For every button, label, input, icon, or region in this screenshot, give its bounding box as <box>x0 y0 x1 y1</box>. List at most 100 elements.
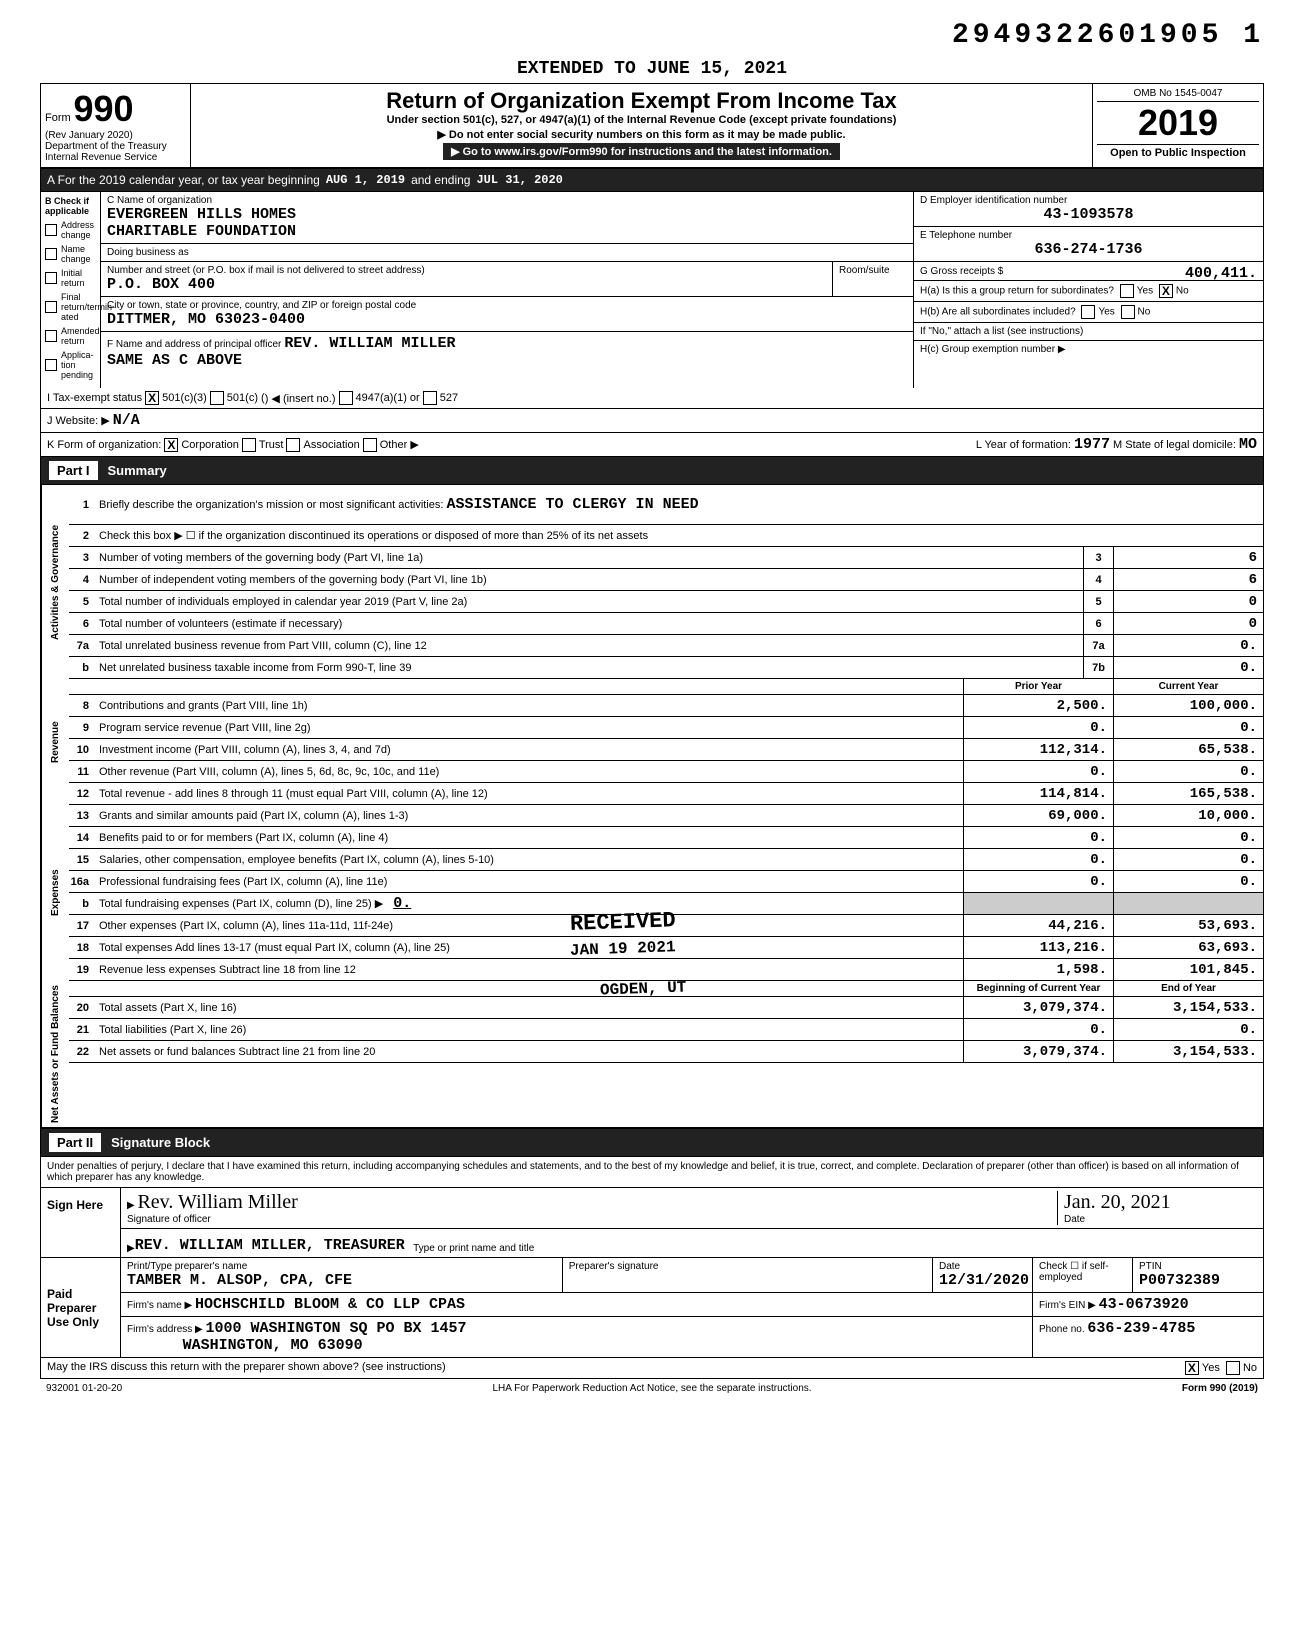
begin-date: AUG 1, 2019 <box>320 173 411 187</box>
dba-label: Doing business as <box>101 244 913 262</box>
discuss-no[interactable] <box>1226 1361 1240 1375</box>
document-id: 2949322601905 1 <box>40 20 1264 51</box>
i-label: I Tax-exempt status <box>47 392 142 404</box>
chk-501c3[interactable]: X <box>145 391 159 405</box>
date-label: Date <box>1064 1214 1085 1225</box>
line1-label: Briefly describe the organization's miss… <box>99 499 443 511</box>
street-label: Number and street (or P.O. box if mail i… <box>107 265 826 276</box>
side-gov: Activities & Governance <box>41 485 69 679</box>
firm-addr2: WASHINGTON, MO 63090 <box>183 1337 363 1354</box>
sum-row: 7aTotal unrelated business revenue from … <box>69 635 1263 657</box>
org-name-1: EVERGREEN HILLS HOMES <box>107 206 907 223</box>
line1-value: ASSISTANCE TO CLERGY IN NEED <box>447 496 699 513</box>
sig-label: Signature of officer <box>127 1214 211 1225</box>
part2-name: Signature Block <box>111 1135 210 1150</box>
form-number: 990 <box>73 88 133 129</box>
firm-addr-label: Firm's address ▶ <box>127 1324 203 1335</box>
cb-amended[interactable]: Amended return <box>45 326 96 346</box>
prior-header: Prior Year <box>963 679 1113 694</box>
ha-no[interactable]: X <box>1159 284 1173 298</box>
cb-pending[interactable]: Applica-tion pending <box>45 350 96 380</box>
part2-label: Part II <box>49 1133 101 1152</box>
chk-501c[interactable] <box>210 391 224 405</box>
header-right: OMB No 1545-0047 2019 Open to Public Ins… <box>1093 84 1263 167</box>
street-row: Number and street (or P.O. box if mail i… <box>101 262 913 297</box>
chk-corp[interactable]: X <box>164 438 178 452</box>
j-label: J Website: ▶ <box>47 414 110 427</box>
sum-row: 16aProfessional fundraising fees (Part I… <box>69 871 1263 893</box>
ha-yes[interactable] <box>1120 284 1134 298</box>
row-a: A For the 2019 calendar year, or tax yea… <box>40 169 1264 192</box>
city-value: DITTMER, MO 63023-0400 <box>107 311 907 328</box>
cb-final[interactable]: Final return/termin-ated <box>45 292 96 322</box>
hb-yes[interactable] <box>1081 305 1095 319</box>
side-rev: Revenue <box>41 679 69 805</box>
gov-section: Activities & Governance 1 Briefly descri… <box>40 485 1264 679</box>
e-label: E Telephone number <box>920 230 1257 241</box>
sum-row: 13Grants and similar amounts paid (Part … <box>69 805 1263 827</box>
phone: 636-274-1736 <box>920 241 1257 258</box>
g-label: G Gross receipts $ <box>920 266 1003 277</box>
l-year: 1977 <box>1074 436 1110 453</box>
sum-row: 19Revenue less expenses Subtract line 18… <box>69 959 1263 981</box>
sum-row: 21Total liabilities (Part X, line 26)0.0… <box>69 1019 1263 1041</box>
self-emp: Check ☐ if self-employed <box>1033 1258 1133 1292</box>
rev-section: Revenue Prior Year Current Year 8Contrib… <box>40 679 1264 805</box>
bottom-line: 932001 01-20-20 LHA For Paperwork Reduct… <box>40 1379 1264 1398</box>
city-label: City or town, state or province, country… <box>107 300 907 311</box>
firm-name-label: Firm's name ▶ <box>127 1300 192 1311</box>
chk-trust[interactable] <box>242 438 256 452</box>
cell-hb: H(b) Are all subordinates included? Yes … <box>914 302 1263 323</box>
part1-label: Part I <box>49 461 98 480</box>
cb-initial[interactable]: Initial return <box>45 268 96 288</box>
org-name-2: CHARITABLE FOUNDATION <box>107 223 907 240</box>
row-a-mid: and ending <box>411 173 470 187</box>
firm-ein-label: Firm's EIN ▶ <box>1039 1300 1096 1311</box>
cb-name[interactable]: Name change <box>45 244 96 264</box>
stamp-date: JAN 19 2021 <box>570 938 676 960</box>
discuss-q: May the IRS discuss this return with the… <box>47 1361 446 1375</box>
chk-other[interactable] <box>363 438 377 452</box>
omb: OMB No 1545-0047 <box>1097 88 1259 102</box>
form-footer: Form 990 (2019) <box>1182 1383 1258 1394</box>
m-state: MO <box>1239 436 1257 453</box>
paid-preparer: Paid Preparer Use Only Print/Type prepar… <box>40 1258 1264 1358</box>
current-header: Current Year <box>1113 679 1263 694</box>
sum-row: 15Salaries, other compensation, employee… <box>69 849 1263 871</box>
stamp-ogden: OGDEN, UT <box>600 978 687 999</box>
col-b-checks: B Check if applicable Address change Nam… <box>41 192 101 388</box>
note1: ▶ Do not enter social security numbers o… <box>195 128 1088 141</box>
open-inspection: Open to Public Inspection <box>1097 144 1259 159</box>
lha: LHA For Paperwork Reduction Act Notice, … <box>492 1383 811 1394</box>
prep-phone-label: Phone no. <box>1039 1324 1085 1335</box>
firm-ein: 43-0673920 <box>1099 1296 1189 1313</box>
line2: Check this box ▶ ☐ if the organization d… <box>95 527 1263 544</box>
discuss-yes[interactable]: X <box>1185 1361 1199 1375</box>
form-header: Form 990 (Rev January 2020) Department o… <box>40 83 1264 169</box>
cell-d: D Employer identification number 43-1093… <box>914 192 1263 227</box>
irs: Internal Revenue Service <box>45 152 157 163</box>
cell-c: C Name of organization EVERGREEN HILLS H… <box>101 192 913 244</box>
website-value: N/A <box>113 412 140 429</box>
code: 932001 01-20-20 <box>46 1383 122 1394</box>
officer-printed: REV. WILLIAM MILLER, TREASURER <box>135 1237 405 1254</box>
ha-label: H(a) Is this a group return for subordin… <box>920 286 1114 297</box>
form-org-row: K Form of organization: XCorporation Tru… <box>40 433 1264 457</box>
side-bal: Net Assets or Fund Balances <box>41 981 69 1127</box>
sum-row: 3Number of voting members of the governi… <box>69 547 1263 569</box>
sum-row: 11Other revenue (Part VIII, column (A), … <box>69 761 1263 783</box>
d-label: D Employer identification number <box>920 195 1257 206</box>
chk-527[interactable] <box>423 391 437 405</box>
side-exp: Expenses <box>41 805 69 981</box>
sum-row: 8Contributions and grants (Part VIII, li… <box>69 695 1263 717</box>
col-main: C Name of organization EVERGREEN HILLS H… <box>101 192 913 388</box>
chk-assoc[interactable] <box>286 438 300 452</box>
officer-cell: F Name and address of principal officer … <box>101 332 913 372</box>
officer-addr: SAME AS C ABOVE <box>107 352 242 369</box>
chk-4947[interactable] <box>339 391 353 405</box>
hb-no[interactable] <box>1121 305 1135 319</box>
c-label: C Name of organization <box>107 195 907 206</box>
prep-phone: 636-239-4785 <box>1087 1320 1195 1337</box>
m-label: M State of legal domicile: <box>1113 439 1236 451</box>
cb-address[interactable]: Address change <box>45 220 96 240</box>
